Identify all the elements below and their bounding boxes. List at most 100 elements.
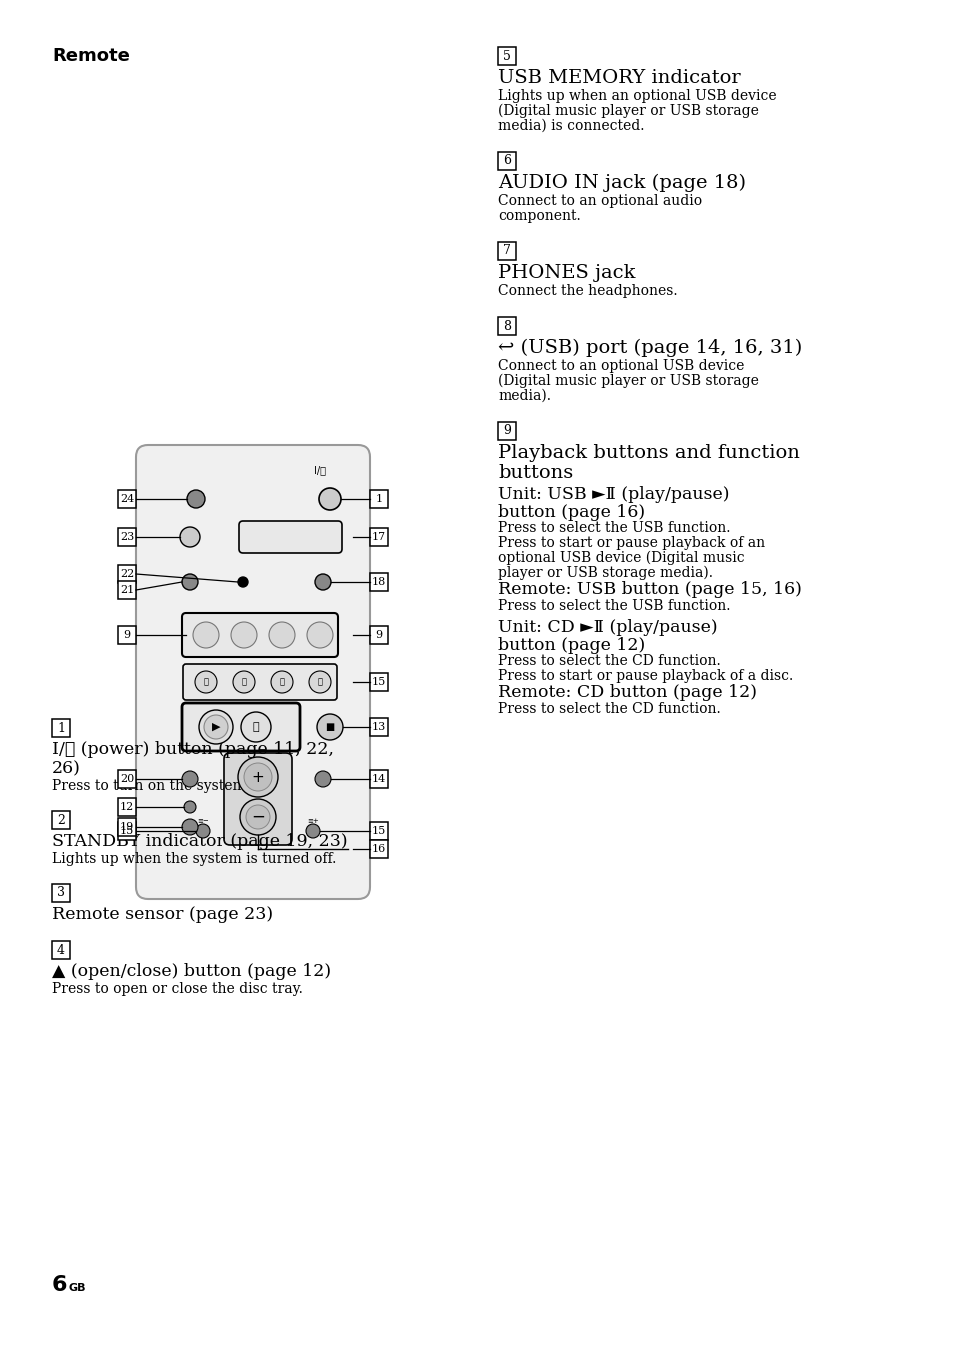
Text: 13: 13 xyxy=(372,722,386,731)
FancyBboxPatch shape xyxy=(52,811,70,829)
Text: 5: 5 xyxy=(502,49,511,62)
FancyBboxPatch shape xyxy=(370,822,388,840)
Text: ≡+: ≡+ xyxy=(307,818,318,824)
FancyBboxPatch shape xyxy=(136,445,370,898)
Text: 16: 16 xyxy=(372,844,386,854)
Text: Press to start or pause playback of an: Press to start or pause playback of an xyxy=(497,536,764,550)
FancyBboxPatch shape xyxy=(497,422,516,440)
Text: I/⏻ (power) button (page 11, 22,: I/⏻ (power) button (page 11, 22, xyxy=(52,741,334,759)
FancyBboxPatch shape xyxy=(183,664,336,700)
Circle shape xyxy=(246,805,270,829)
FancyBboxPatch shape xyxy=(182,613,337,657)
Circle shape xyxy=(233,670,254,693)
Text: 6: 6 xyxy=(52,1276,68,1295)
FancyBboxPatch shape xyxy=(239,521,341,554)
Text: 2: 2 xyxy=(57,813,65,826)
FancyBboxPatch shape xyxy=(118,581,136,598)
Text: 4: 4 xyxy=(57,943,65,957)
FancyBboxPatch shape xyxy=(370,840,388,858)
Text: ▶: ▶ xyxy=(212,722,220,731)
Text: Press to select the CD function.: Press to select the CD function. xyxy=(497,654,720,668)
Text: 1: 1 xyxy=(375,494,382,503)
Circle shape xyxy=(195,824,210,839)
Text: (Digital music player or USB storage: (Digital music player or USB storage xyxy=(497,375,758,388)
Circle shape xyxy=(309,670,331,693)
Text: 6: 6 xyxy=(502,155,511,167)
Text: 1: 1 xyxy=(57,722,65,734)
Text: GB: GB xyxy=(69,1282,87,1293)
Text: Remote: CD button (page 12): Remote: CD button (page 12) xyxy=(497,684,757,702)
Circle shape xyxy=(237,757,277,797)
Text: 19: 19 xyxy=(120,822,134,832)
FancyBboxPatch shape xyxy=(370,626,388,645)
FancyBboxPatch shape xyxy=(118,769,136,788)
Circle shape xyxy=(314,771,331,787)
FancyBboxPatch shape xyxy=(497,47,516,65)
Text: 9: 9 xyxy=(375,630,382,641)
Text: PHONES jack: PHONES jack xyxy=(497,265,635,282)
FancyBboxPatch shape xyxy=(224,753,292,845)
Text: ▲ (open/close) button (page 12): ▲ (open/close) button (page 12) xyxy=(52,963,331,980)
Text: ⏮: ⏮ xyxy=(203,677,209,687)
Circle shape xyxy=(182,574,198,590)
Text: ↩ (USB) port (page 14, 16, 31): ↩ (USB) port (page 14, 16, 31) xyxy=(497,339,801,357)
Text: USB MEMORY indicator: USB MEMORY indicator xyxy=(497,69,740,87)
Text: 21: 21 xyxy=(120,585,134,594)
Circle shape xyxy=(318,489,340,510)
Text: Remote: USB button (page 15, 16): Remote: USB button (page 15, 16) xyxy=(497,581,801,598)
FancyBboxPatch shape xyxy=(52,719,70,737)
Text: 15: 15 xyxy=(372,677,386,687)
Circle shape xyxy=(182,771,198,787)
Text: button (page 16): button (page 16) xyxy=(497,503,644,521)
Circle shape xyxy=(306,824,319,839)
Circle shape xyxy=(184,801,195,813)
Text: 15: 15 xyxy=(372,826,386,836)
Text: 22: 22 xyxy=(120,569,134,579)
Text: I/⏻: I/⏻ xyxy=(314,465,326,475)
Circle shape xyxy=(314,574,331,590)
Text: Unit: USB ►Ⅱ (play/pause): Unit: USB ►Ⅱ (play/pause) xyxy=(497,486,729,503)
Text: buttons: buttons xyxy=(497,464,573,482)
FancyBboxPatch shape xyxy=(118,626,136,645)
Text: Connect to an optional USB device: Connect to an optional USB device xyxy=(497,360,743,373)
Text: 12: 12 xyxy=(120,802,134,811)
FancyBboxPatch shape xyxy=(370,673,388,691)
Text: 18: 18 xyxy=(372,577,386,588)
Text: 14: 14 xyxy=(372,773,386,784)
FancyBboxPatch shape xyxy=(182,703,299,750)
Text: 9: 9 xyxy=(123,630,131,641)
Text: 17: 17 xyxy=(372,532,386,541)
Text: 15: 15 xyxy=(120,826,134,836)
Text: Press to start or pause playback of a disc.: Press to start or pause playback of a di… xyxy=(497,669,792,683)
Text: media) is connected.: media) is connected. xyxy=(497,119,644,133)
Text: 20: 20 xyxy=(120,773,134,784)
Text: 7: 7 xyxy=(502,244,511,258)
FancyBboxPatch shape xyxy=(370,573,388,592)
Text: 23: 23 xyxy=(120,532,134,541)
Text: 8: 8 xyxy=(502,319,511,332)
FancyBboxPatch shape xyxy=(118,565,136,584)
Circle shape xyxy=(316,714,343,740)
Text: Lights up when the system is turned off.: Lights up when the system is turned off. xyxy=(52,852,336,866)
Text: 3: 3 xyxy=(57,886,65,900)
Circle shape xyxy=(180,527,200,547)
FancyBboxPatch shape xyxy=(52,940,70,959)
Text: Lights up when an optional USB device: Lights up when an optional USB device xyxy=(497,90,776,103)
FancyBboxPatch shape xyxy=(118,798,136,816)
Text: 24: 24 xyxy=(120,494,134,503)
Text: ⏭: ⏭ xyxy=(241,677,246,687)
Text: 26): 26) xyxy=(52,760,81,778)
Circle shape xyxy=(241,712,271,742)
Circle shape xyxy=(182,820,198,835)
Text: Press to turn on the system.: Press to turn on the system. xyxy=(52,779,250,792)
Circle shape xyxy=(307,622,333,649)
Circle shape xyxy=(193,622,219,649)
Text: Remote sensor (page 23): Remote sensor (page 23) xyxy=(52,906,273,923)
Circle shape xyxy=(199,710,233,744)
Text: player or USB storage media).: player or USB storage media). xyxy=(497,566,712,581)
Text: STANDBY indicator (page 19, 23): STANDBY indicator (page 19, 23) xyxy=(52,833,347,849)
Circle shape xyxy=(269,622,294,649)
FancyBboxPatch shape xyxy=(497,242,516,261)
FancyBboxPatch shape xyxy=(497,318,516,335)
Text: Press to select the USB function.: Press to select the USB function. xyxy=(497,521,730,535)
